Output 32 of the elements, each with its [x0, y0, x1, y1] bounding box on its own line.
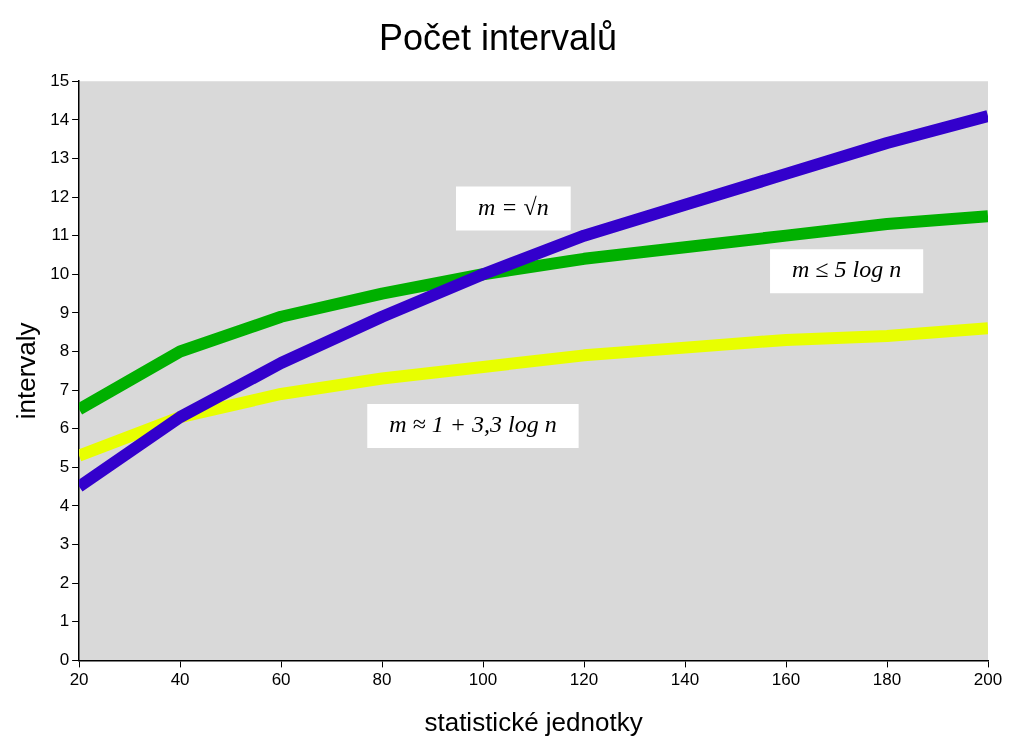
y-tick-label: 6: [59, 418, 70, 438]
x-tick-label: 40: [170, 670, 190, 690]
y-tick-label: 1: [59, 611, 70, 631]
y-tick-label: 11: [51, 225, 70, 245]
y-tick-label: 7: [59, 379, 70, 399]
y-tick-label: 15: [50, 70, 70, 90]
x-axis-title: statistické jednotky: [424, 706, 643, 737]
x-tick-label: 160: [771, 670, 801, 690]
x-tick-label: 140: [670, 670, 700, 690]
x-tick-label: 20: [69, 670, 89, 690]
chart-title: Počet intervalů: [378, 16, 618, 58]
y-tick-label: 12: [50, 186, 70, 206]
x-tick-label: 120: [569, 670, 599, 690]
y-tick-label: 5: [59, 457, 70, 477]
y-tick-label: 13: [50, 148, 70, 168]
series-label: m ≤ 5 log n: [792, 256, 902, 283]
series-label: m = √n: [478, 193, 549, 220]
y-tick-label: 8: [59, 341, 70, 361]
y-tick-label: 0: [59, 650, 70, 670]
y-tick-label: 3: [59, 534, 70, 554]
x-tick-label: 200: [973, 670, 1003, 690]
series-label: m ≈ 1 + 3,3 log n: [389, 411, 557, 438]
x-tick-label: 100: [468, 670, 498, 690]
y-tick-label: 4: [59, 495, 70, 515]
x-tick-label: 180: [872, 670, 902, 690]
y-tick-label: 14: [50, 109, 70, 129]
y-axis-title: intervaly: [10, 322, 41, 420]
y-tick-label: 9: [59, 302, 70, 322]
x-tick-label: 80: [372, 670, 392, 690]
x-tick-label: 60: [271, 670, 291, 690]
y-tick-label: 2: [59, 572, 70, 592]
y-tick-label: 10: [50, 263, 70, 283]
